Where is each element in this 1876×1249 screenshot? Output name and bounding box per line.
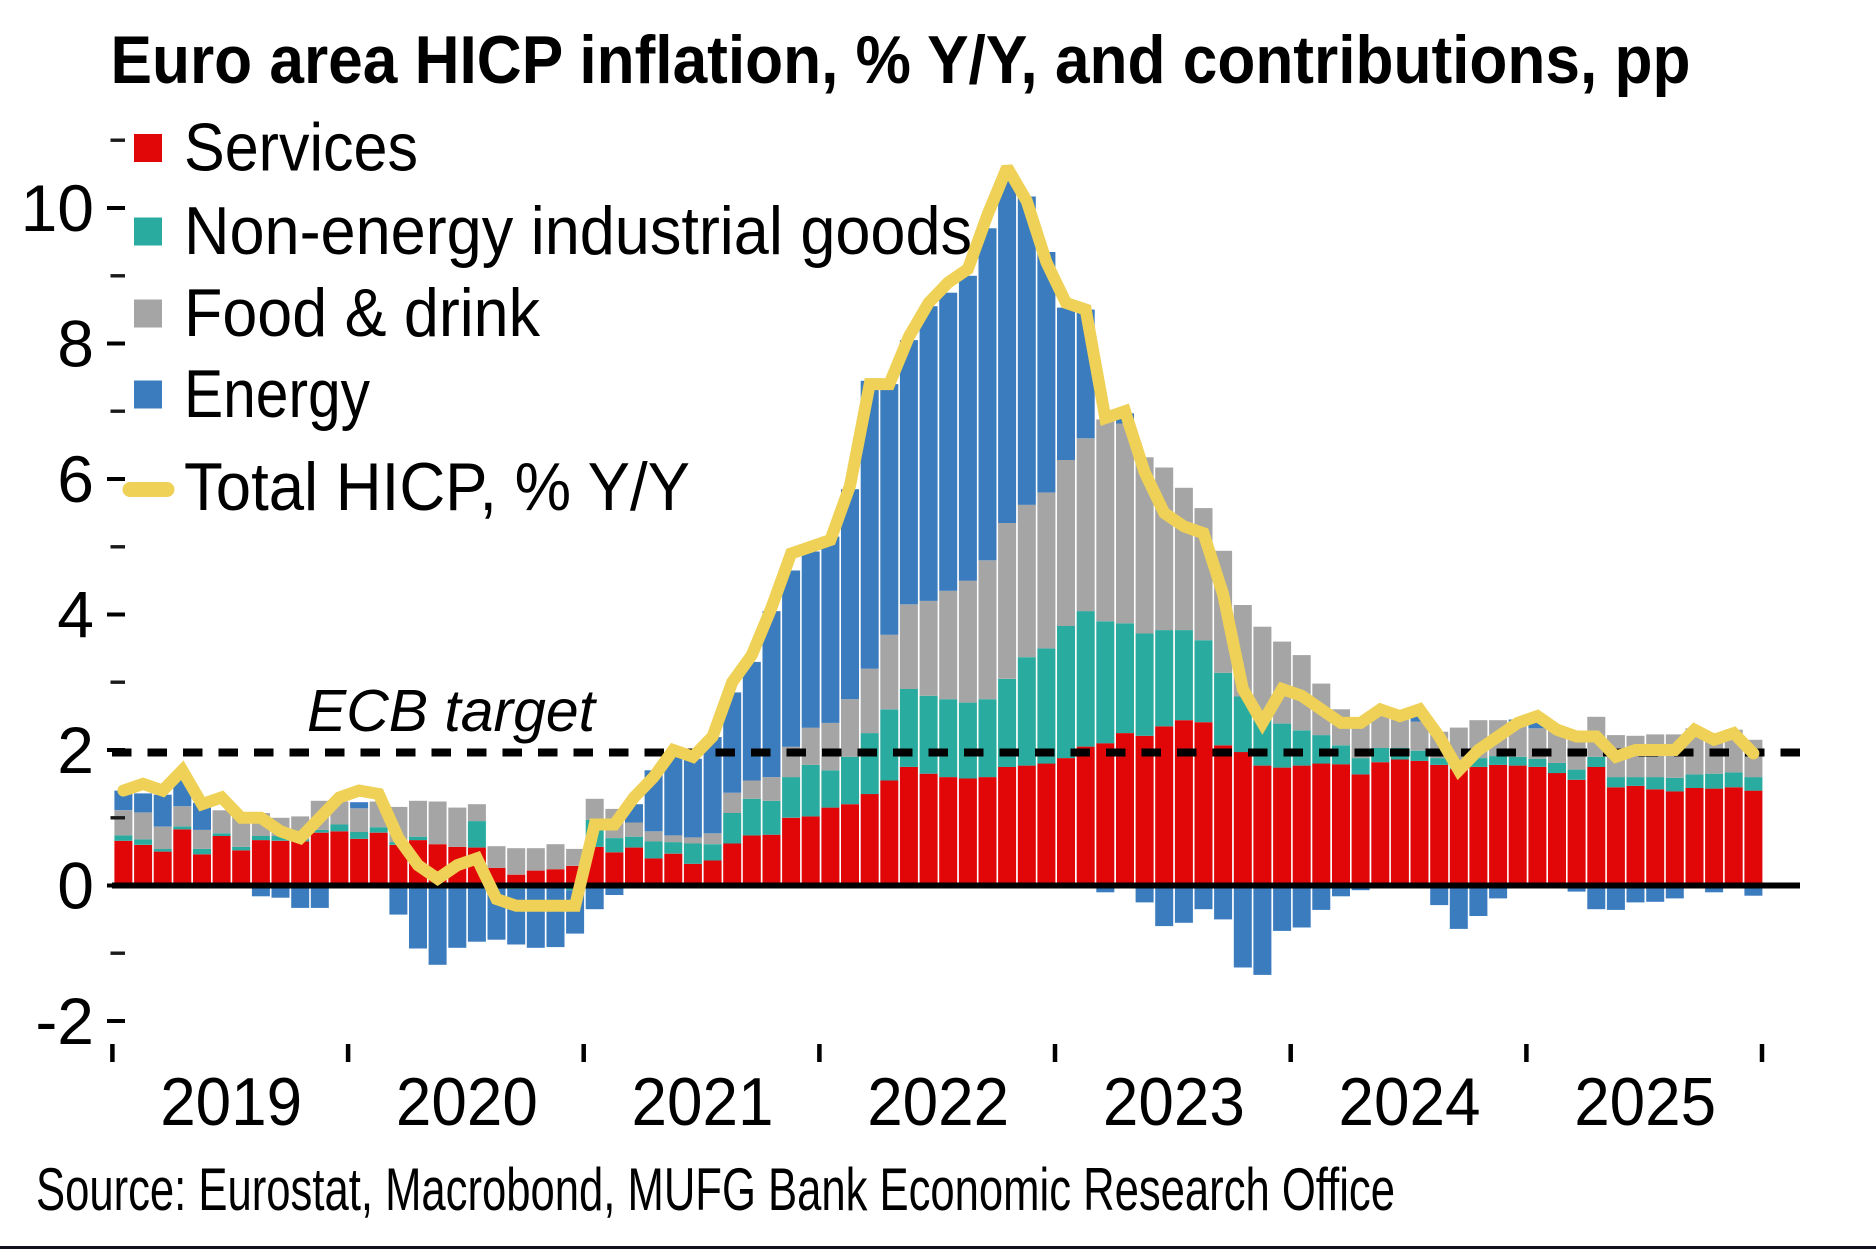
svg-text:Euro area HICP inflation, % Y/: Euro area HICP inflation, % Y/Y, and con… — [111, 22, 1691, 98]
svg-text:2024: 2024 — [1339, 1064, 1481, 1140]
svg-text:2: 2 — [57, 713, 94, 787]
svg-text:4: 4 — [57, 577, 94, 651]
svg-text:ECB target: ECB target — [307, 678, 598, 744]
svg-text:2023: 2023 — [1103, 1064, 1245, 1140]
svg-text:0: 0 — [57, 848, 94, 922]
svg-text:6: 6 — [57, 442, 94, 516]
svg-text:Services: Services — [184, 110, 418, 186]
svg-text:Energy: Energy — [184, 356, 370, 432]
svg-text:Total HICP, % Y/Y: Total HICP, % Y/Y — [184, 449, 690, 525]
svg-text:2019: 2019 — [160, 1064, 302, 1140]
svg-text:2020: 2020 — [396, 1064, 538, 1140]
svg-text:Food & drink: Food & drink — [184, 275, 541, 351]
svg-text:-2: -2 — [35, 984, 94, 1058]
svg-text:10: 10 — [21, 171, 94, 245]
svg-text:8: 8 — [57, 306, 94, 380]
svg-text:Source: Eurostat, Macrobond, M: Source: Eurostat, Macrobond, MUFG Bank E… — [36, 1156, 1395, 1223]
svg-text:2025: 2025 — [1574, 1064, 1716, 1140]
svg-text:2021: 2021 — [632, 1064, 774, 1140]
svg-text:Non-energy industrial goods: Non-energy industrial goods — [184, 193, 972, 269]
svg-text:2022: 2022 — [867, 1064, 1009, 1140]
